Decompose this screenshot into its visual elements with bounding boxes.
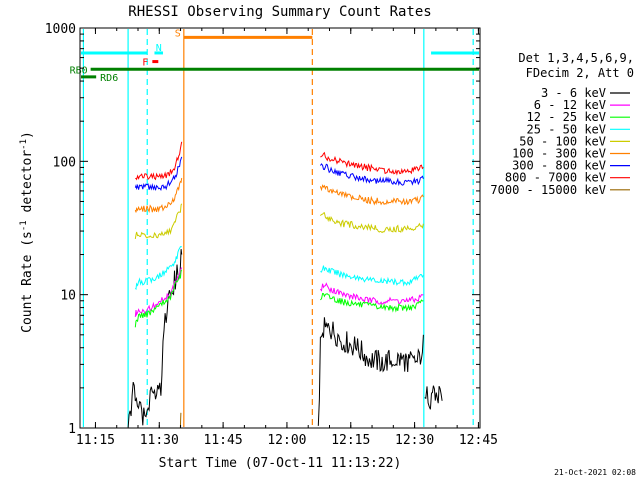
x-tick-label: 12:30 bbox=[395, 433, 434, 448]
flag-label-f: F bbox=[142, 58, 148, 69]
flag-label-rd6: RD6 bbox=[100, 73, 118, 84]
series-line-25-50-kev bbox=[320, 265, 424, 287]
y-axis: 1 10 100 1000 bbox=[45, 22, 480, 437]
series-line-800-7000-kev bbox=[135, 141, 183, 181]
series-line-50-100-kev bbox=[134, 203, 183, 239]
legend-header-line-1: Det 1,3,4,5,6,9, bbox=[518, 51, 634, 65]
series-line-300-800-kev bbox=[134, 156, 183, 192]
legend-label-6-12-kev: 6 - 12 keV bbox=[534, 98, 606, 112]
y-axis-label: Count Rate (s-1 detector-1) bbox=[19, 131, 35, 333]
legend-label-50-100-kev: 50 - 100 keV bbox=[519, 134, 606, 148]
flag-label-s: S bbox=[175, 28, 181, 39]
plot-frame bbox=[79, 27, 481, 429]
legend-header-line-2: FDecim 2, Att 0 bbox=[526, 66, 634, 80]
series-line-3-6-kev bbox=[317, 317, 424, 426]
legend-label-100-300-kev: 100 - 300 keV bbox=[512, 147, 606, 161]
series-line-100-300-kev bbox=[134, 177, 183, 213]
legend-label-12-25-kev: 12 - 25 keV bbox=[527, 110, 606, 124]
x-axis-label: Start Time (07-Oct-11 11:13:22) bbox=[159, 456, 402, 471]
x-axis: 11:15 11:30 11:45 12:00 12:15 12:30 12:45 bbox=[76, 28, 498, 448]
chart-title: RHESSI Observing Summary Count Rates bbox=[128, 4, 431, 20]
x-tick-label: 12:15 bbox=[331, 433, 370, 448]
flag-label-rb0: RB0 bbox=[70, 65, 88, 76]
legend-label-7000-15000-kev: 7000 - 15000 keV bbox=[490, 183, 606, 197]
legend-label-25-50-kev: 25 - 50 keV bbox=[527, 122, 606, 136]
flag-label-n: N bbox=[156, 43, 162, 54]
y-axis-label-end: ) bbox=[20, 131, 35, 139]
y-axis-label-mid: detector bbox=[20, 150, 35, 221]
series-line-3-6-kev bbox=[424, 385, 443, 410]
series-line-100-300-kev bbox=[319, 184, 424, 206]
y-tick-label: 10 bbox=[60, 289, 76, 304]
y-axis-label-main: Count Rate (s bbox=[20, 231, 35, 333]
x-tick-label: 11:15 bbox=[76, 433, 115, 448]
vertical-markers bbox=[82, 29, 474, 427]
legend-label-3-6-kev: 3 - 6 keV bbox=[541, 86, 606, 100]
series-line-12-25-kev bbox=[320, 292, 424, 313]
y-axis-label-exponent-2: -1 bbox=[19, 139, 29, 150]
timestamp: 21-Oct-2021 02:08 bbox=[554, 468, 636, 477]
series-line-6-12-kev bbox=[320, 282, 424, 305]
legend-label-300-800-kev: 300 - 800 keV bbox=[512, 159, 606, 173]
legend-label-800-7000-kev: 800 - 7000 keV bbox=[505, 171, 606, 185]
x-tick-label: 12:00 bbox=[267, 433, 306, 448]
plot-area bbox=[127, 141, 443, 429]
series-line-300-800-kev bbox=[319, 163, 424, 187]
series-line-25-50-kev bbox=[134, 245, 182, 291]
flag-bars: NF S RB0 RD6 bbox=[70, 28, 479, 84]
x-tick-label: 12:45 bbox=[459, 433, 498, 448]
series-line-12-25-kev bbox=[134, 268, 183, 328]
series-line-3-6-kev bbox=[127, 249, 183, 429]
x-tick-label: 11:30 bbox=[140, 433, 179, 448]
x-tick-label: 11:45 bbox=[204, 433, 243, 448]
legend: Det 1,3,4,5,6,9, FDecim 2, Att 0 3 - 6 k… bbox=[490, 51, 634, 197]
y-tick-label: 100 bbox=[53, 155, 76, 170]
y-tick-label: 1 bbox=[68, 422, 76, 437]
series-line-50-100-kev bbox=[320, 212, 424, 234]
series-line-800-7000-kev bbox=[320, 151, 424, 176]
y-tick-label: 1000 bbox=[45, 22, 76, 37]
y-axis-label-exponent-1: -1 bbox=[19, 220, 29, 231]
